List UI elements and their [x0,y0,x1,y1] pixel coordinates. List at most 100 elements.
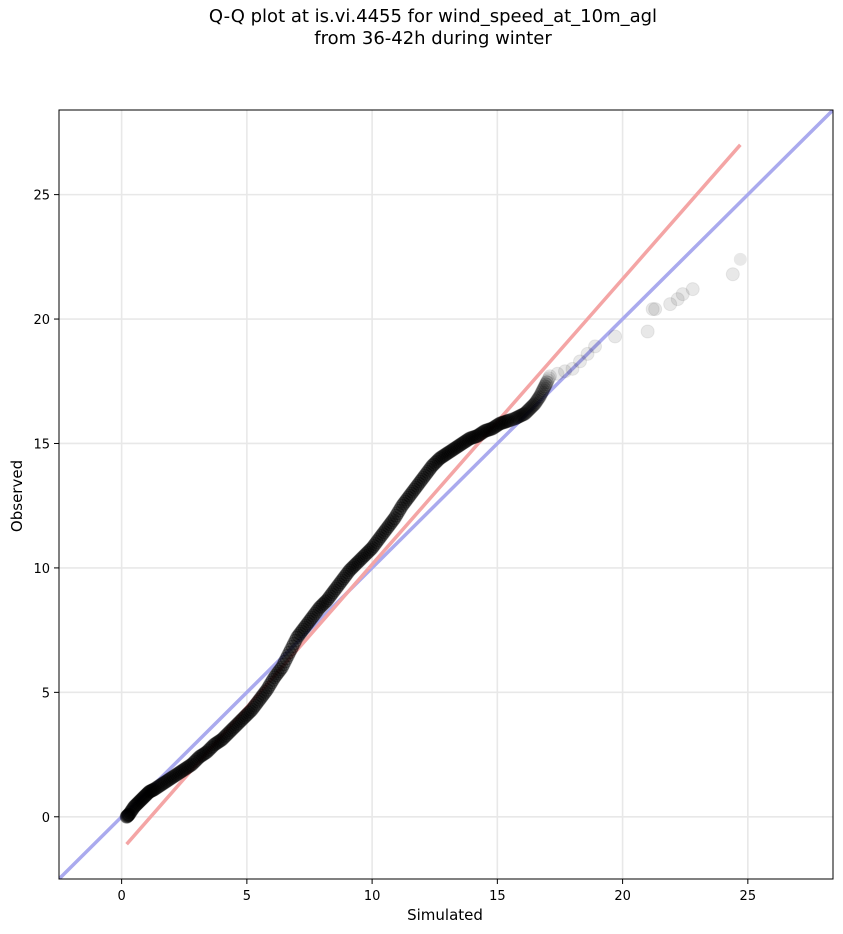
data-point [398,494,413,509]
data-point [306,608,321,623]
data-point [378,523,393,538]
data-point [283,642,298,657]
data-point [417,468,432,483]
data-point [372,531,387,546]
data-point [470,429,485,444]
data-point [169,767,184,782]
data-point [485,421,500,436]
data-point [538,377,553,392]
data-point [153,778,168,793]
data-point [295,622,310,637]
data-point [580,346,595,361]
data-point [399,492,414,507]
data-point [534,385,549,400]
data-point [501,413,516,428]
data-point [527,396,542,411]
data-point [276,657,291,672]
data-point [247,698,262,713]
data-point [195,748,210,763]
data-point [359,546,374,561]
data-point [482,422,497,437]
data-point [383,517,398,532]
data-point [357,548,372,563]
data-point [196,747,211,762]
data-point [386,513,401,528]
data-point [500,414,515,429]
data-point [488,419,503,434]
data-point [143,784,158,799]
data-point [147,782,162,797]
data-point [144,783,159,798]
data-point [539,375,554,390]
linear-fit-line [125,143,742,846]
data-point [354,551,369,566]
data-point [237,710,252,725]
data-point [341,565,356,580]
data-point [438,447,453,462]
x-tick-label: 10 [364,889,381,904]
data-point [186,756,201,771]
data-point [363,542,378,557]
data-point [252,692,267,707]
data-point [326,585,341,600]
y-tick-label: 25 [33,189,50,204]
data-point [344,561,359,576]
chart-title-block: Q-Q plot at is.vi.4455 for wind_speed_at… [0,6,843,50]
data-point [133,793,148,808]
data-point [129,797,144,812]
data-point [526,397,541,412]
data-point [126,801,141,816]
data-point [271,664,286,679]
data-point [537,379,552,394]
data-point [347,558,362,573]
data-point [459,433,474,448]
data-point [458,434,473,449]
data-point [154,777,169,792]
data-point [437,448,452,463]
data-point [312,600,327,615]
data-point [516,407,531,422]
data-point [375,527,390,542]
data-point [410,478,425,493]
data-point [232,714,247,729]
data-point [249,696,264,711]
data-point [450,439,465,454]
data-point [513,408,528,423]
data-point [465,430,480,445]
data-point [402,488,417,503]
data-point [131,795,146,810]
data-point [503,413,518,428]
data-point [648,302,663,317]
data-point [190,751,205,766]
data-point [250,694,265,709]
data-point [479,423,494,438]
data-point [199,745,214,760]
data-point [529,393,544,408]
data-point [462,431,477,446]
data-point [480,423,495,438]
data-point [243,704,258,719]
data-point [229,717,244,732]
data-point [507,411,522,426]
data-point [404,486,419,501]
data-points [119,252,747,824]
data-point [339,567,354,582]
data-point [292,626,307,641]
data-point [725,267,740,282]
data-point [377,525,392,540]
data-point [504,412,519,427]
data-point [148,781,163,796]
data-point [366,539,381,554]
data-point [498,414,513,429]
data-point [532,389,547,404]
data-point [211,734,226,749]
data-point [371,533,386,548]
y-tick-label: 20 [33,313,50,328]
data-point [449,440,464,455]
data-point [512,409,527,424]
data-point [351,554,366,569]
one-to-one-line [59,110,833,879]
data-point [524,399,539,414]
data-point [226,720,241,735]
data-point [471,428,486,443]
